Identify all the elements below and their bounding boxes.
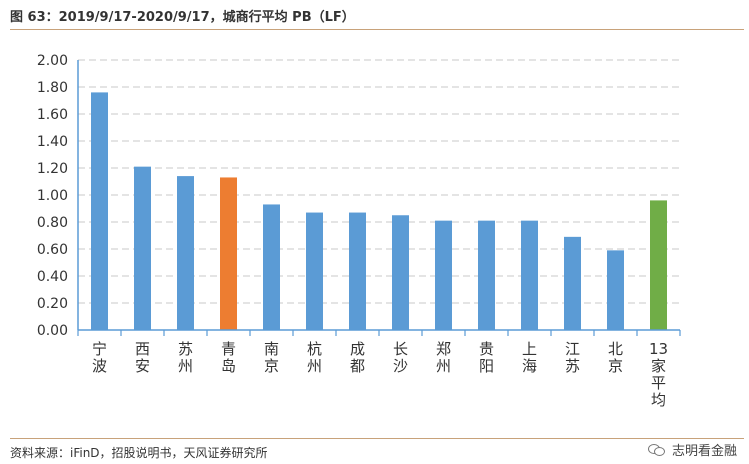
x-tick-label: 江苏 [565, 340, 580, 375]
watermark: 志明看金融 [647, 440, 737, 459]
source-note: 资料来源：iFinD，招股说明书，天风证券研究所 [10, 446, 268, 460]
x-tick-label: 长沙 [393, 340, 408, 375]
bar-4 [263, 204, 280, 330]
y-tick-label: 1.80 [37, 80, 68, 96]
bar-10 [521, 220, 538, 330]
bar-2 [177, 176, 194, 330]
y-tick-label: 2.00 [37, 53, 68, 69]
bar-9 [478, 220, 495, 330]
y-tick-label: 0.40 [37, 269, 68, 285]
wechat-icon [647, 443, 666, 457]
bar-0 [91, 92, 108, 331]
bar-11 [564, 236, 581, 330]
bar-1 [134, 166, 151, 330]
x-tick-label: 郑州 [436, 340, 451, 375]
x-tick-label: 南京 [264, 340, 279, 375]
y-tick-label: 1.60 [37, 107, 68, 123]
bar-13 [650, 200, 667, 330]
x-tick-label: 苏州 [178, 340, 193, 375]
y-tick-label: 1.00 [37, 188, 68, 204]
figure-header: 图 63：2019/9/17-2020/9/17，城商行平均 PB（LF） [0, 0, 749, 30]
top-divider [10, 29, 744, 30]
x-tick-label: 13 家平均 [649, 340, 668, 409]
bar-3 [220, 177, 237, 330]
y-tick-label: 0.00 [37, 323, 68, 339]
y-tick-label: 1.40 [37, 134, 68, 150]
y-tick-label: 0.60 [37, 242, 68, 258]
y-tick-label: 0.20 [37, 296, 68, 312]
y-axis: 0.00 0.20 0.40 0.60 0.80 1.00 1.20 1.40 1.60 1.80… [37, 53, 79, 339]
watermark-text: 志明看金融 [671, 444, 737, 459]
bar-12 [607, 250, 624, 330]
bar-7 [392, 215, 409, 330]
bottom-divider [10, 438, 744, 439]
x-tick-label: 成都 [350, 340, 365, 375]
bar-5 [306, 212, 323, 330]
y-tick-label: 1.20 [37, 161, 68, 177]
bar-6 [349, 212, 366, 330]
gridlines [78, 59, 680, 304]
x-tick-label: 青岛 [221, 340, 236, 375]
x-tick-label: 北京 [608, 340, 623, 375]
x-tick-label: 贵阳 [479, 340, 494, 375]
x-tick-label: 杭州 [307, 340, 322, 375]
y-tick-label: 0.80 [37, 215, 68, 231]
bars [91, 92, 667, 331]
bar-8 [435, 220, 452, 330]
x-tick-label: 西安 [135, 340, 150, 375]
x-tick-label: 上海 [522, 340, 537, 375]
x-tick-label: 宁波 [92, 340, 107, 375]
figure-title: 图 63：2019/9/17-2020/9/17，城商行平均 PB（LF） [10, 10, 355, 25]
